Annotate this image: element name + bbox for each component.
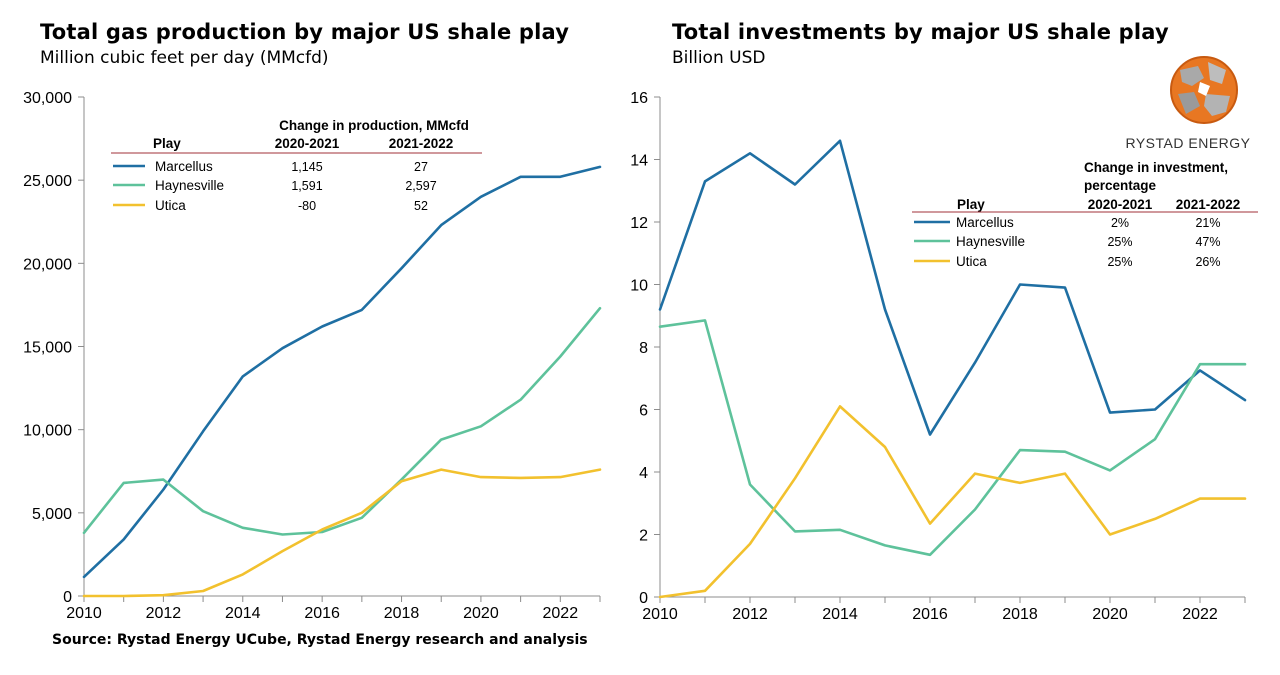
chart1-y-tick-label: 5,000 <box>32 506 72 523</box>
chart2-series-line-utica <box>658 405 1247 599</box>
chart1-x-tick-label: 2012 <box>146 605 182 622</box>
right-chart-title: Total investments by major US shale play <box>672 20 1169 44</box>
chart1-y-tick-label: 20,000 <box>23 256 72 273</box>
chart2-table-col-b: 2021-2022 <box>1176 197 1241 212</box>
chart2-x-tick-label: 2020 <box>1092 606 1128 623</box>
chart2-table-value-b: 26% <box>1195 255 1220 269</box>
left-chart-title: Total gas production by major US shale p… <box>40 20 570 44</box>
chart2-y-tick-label: 4 <box>639 465 648 482</box>
chart2-y-tick-label: 16 <box>630 90 648 107</box>
chart1-y-tick-label: 10,000 <box>23 423 72 440</box>
chart2-y-tick-label: 6 <box>639 403 648 420</box>
chart2-x-tick-label: 2016 <box>912 606 948 623</box>
chart1-series-line-marcellus <box>82 165 602 579</box>
chart1-x-tick-label: 2014 <box>225 605 261 622</box>
chart1-series-line-haynesville <box>82 306 602 536</box>
chart1-table-value-a: 1,145 <box>291 160 322 174</box>
chart1-x-tick-label: 2016 <box>304 605 340 622</box>
chart1-y-tick-label: 30,000 <box>23 90 72 107</box>
chart1-series-line-utica <box>82 468 602 598</box>
chart2-y-tick-label: 8 <box>639 340 648 357</box>
chart1-legend-label-marcellus: Marcellus <box>155 159 213 174</box>
source-note: Source: Rystad Energy UCube, Rystad Ener… <box>52 632 588 648</box>
chart2-x-tick-label: 2014 <box>822 606 858 623</box>
chart2-x-tick-label: 2010 <box>642 606 678 623</box>
chart2-table-value-b: 47% <box>1195 235 1220 249</box>
chart1-table-value-b: 52 <box>414 199 428 213</box>
chart2-y-tick-label: 2 <box>639 528 648 545</box>
chart2-table-value-b: 21% <box>1195 216 1220 230</box>
right-chart-subtitle: Billion USD <box>672 48 766 68</box>
chart2-table-value-a: 2% <box>1111 216 1129 230</box>
chart2-legend-label-marcellus: Marcellus <box>956 215 1014 230</box>
chart1-x-tick-label: 2022 <box>543 605 579 622</box>
chart2-legend-label-utica: Utica <box>956 254 987 269</box>
chart2-series-line-haynesville <box>658 319 1247 557</box>
chart1-table-header: Change in production, MMcfd <box>279 118 469 133</box>
chart1-y-tick-label: 25,000 <box>23 173 72 190</box>
chart1-table-value-b: 2,597 <box>405 179 436 193</box>
chart1-table-col-b: 2021-2022 <box>389 136 454 151</box>
chart2-table-value-a: 25% <box>1107 255 1132 269</box>
chart1-x-tick-label: 2010 <box>66 605 102 622</box>
chart2-table-col-a: 2020-2021 <box>1088 197 1153 212</box>
chart2-table-header-line2: percentage <box>1084 178 1157 193</box>
chart2-y-tick-label: 14 <box>630 153 648 170</box>
chart1-table-col-play: Play <box>153 136 181 151</box>
chart2-x-tick-label: 2012 <box>732 606 768 623</box>
chart1-table-col-a: 2020-2021 <box>275 136 340 151</box>
left-chart-subtitle: Million cubic feet per day (MMcfd) <box>40 48 329 68</box>
chart2-y-tick-label: 12 <box>630 215 648 232</box>
logo-text: RYSTAD ENERGY <box>1125 135 1250 151</box>
chart2-y-tick-label: 0 <box>639 590 648 607</box>
chart2-x-tick-label: 2018 <box>1002 606 1038 623</box>
chart1-x-tick-label: 2020 <box>463 605 499 622</box>
chart1-y-tick-label: 15,000 <box>23 340 72 357</box>
chart1-y-tick-label: 0 <box>63 589 72 606</box>
chart2-table-header-line1: Change in investment, <box>1084 160 1228 175</box>
chart1-legend-label-utica: Utica <box>155 198 186 213</box>
chart2-y-tick-label: 10 <box>630 278 648 295</box>
chart1-table-value-a: 1,591 <box>291 179 322 193</box>
chart2-series-line-marcellus <box>658 139 1247 436</box>
rystad-globe-icon <box>1170 56 1238 124</box>
chart2-table-value-a: 25% <box>1107 235 1132 249</box>
chart2-legend-label-haynesville: Haynesville <box>956 234 1025 249</box>
chart1-x-tick-label: 2018 <box>384 605 420 622</box>
chart2-x-tick-label: 2022 <box>1182 606 1218 623</box>
chart1-table-value-b: 27 <box>414 160 428 174</box>
chart2-table-col-play: Play <box>957 197 985 212</box>
chart1-table-value-a: -80 <box>298 199 316 213</box>
chart1-legend-label-haynesville: Haynesville <box>155 178 224 193</box>
